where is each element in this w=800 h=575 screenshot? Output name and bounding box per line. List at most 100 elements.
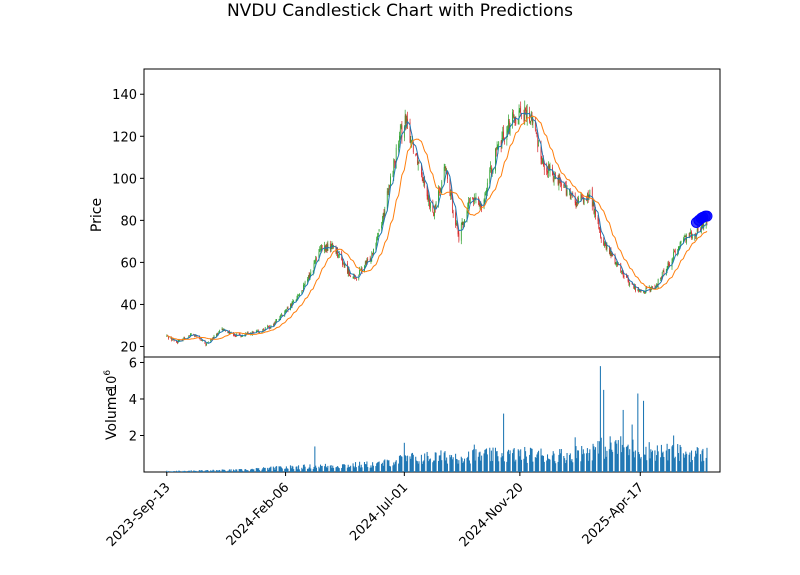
volume-bar (364, 464, 366, 472)
candle-body (440, 188, 442, 193)
candle-body (583, 199, 585, 204)
volume-bar (406, 461, 408, 472)
candle-body (233, 335, 235, 337)
volume-bar (705, 457, 707, 472)
candle-body (702, 224, 704, 228)
volume-bar (404, 455, 406, 472)
candle-body (594, 208, 596, 215)
volume-bar (421, 463, 423, 472)
candle-body (580, 196, 582, 199)
volume-bar (326, 467, 328, 472)
candle-body (190, 334, 192, 335)
candle-body (394, 161, 395, 163)
volume-bar (330, 465, 332, 472)
volume-bar (614, 441, 616, 472)
volume-bar (424, 453, 426, 472)
volume-bar (179, 471, 181, 472)
candle-body (233, 332, 234, 336)
candle-body (558, 176, 560, 186)
candle-body (336, 249, 338, 253)
candle-body (495, 149, 497, 151)
volume-bar (631, 424, 633, 472)
volume-bar (560, 453, 562, 472)
candle-body (581, 194, 583, 197)
volume-bar (386, 459, 388, 472)
volume-bar (538, 450, 540, 472)
candle-body (234, 335, 236, 337)
volume-bar (586, 448, 588, 472)
ma-long-line (166, 115, 708, 341)
candle-body (393, 159, 395, 177)
candle-body (669, 263, 670, 266)
volume-bar (609, 436, 611, 472)
volume-bar (321, 465, 323, 472)
candle-body (268, 325, 269, 327)
volume-bar (662, 451, 664, 472)
candle-body (466, 210, 468, 221)
candle-body (205, 343, 207, 346)
volume-bar (472, 450, 474, 472)
volume-bar (452, 457, 454, 472)
volume-bar (182, 470, 184, 472)
candle-body (281, 314, 282, 316)
candle-body (489, 169, 491, 185)
volume-bar (332, 465, 334, 472)
candle-body (486, 189, 487, 196)
volume-bar (376, 463, 378, 472)
candle-body (293, 301, 295, 303)
volume-bar (651, 450, 654, 472)
volume-bar (486, 454, 488, 472)
volume-bar (518, 450, 520, 472)
candle-body (498, 141, 500, 146)
volume-bar (412, 454, 414, 472)
volume-bar (603, 389, 605, 472)
volume-bar (554, 461, 556, 472)
candle-body (451, 190, 452, 196)
candle-body (438, 189, 439, 204)
volume-bar (376, 462, 379, 472)
volume-bar (270, 466, 272, 472)
candle-body (626, 275, 627, 277)
volume-bar (213, 470, 215, 472)
candle-body (508, 119, 509, 133)
x-tick-label: 2024-Jul-01 (347, 480, 411, 544)
volume-bar (244, 469, 246, 472)
volume-bar (276, 466, 278, 472)
candle-body (691, 236, 693, 238)
volume-bar (267, 469, 270, 472)
volume-bar (318, 466, 320, 472)
volume-bar (638, 454, 640, 472)
volume-bar (541, 455, 543, 472)
x-tick-label: 2025-Apr-17 (580, 480, 647, 547)
volume-bar (666, 443, 668, 472)
volume-bar (665, 450, 667, 472)
volume-bar (359, 461, 361, 472)
candle-body (307, 279, 308, 282)
volume-bar (369, 467, 371, 472)
volume-bar (395, 460, 397, 472)
candle-body (617, 264, 619, 266)
candle-body (691, 231, 692, 238)
volume-bar (278, 466, 280, 472)
candle-body (661, 277, 662, 279)
volume-bar (306, 468, 309, 472)
volume-bar (224, 470, 226, 472)
volume-bar (605, 456, 607, 472)
candle-body (388, 184, 390, 193)
volume-bar (416, 461, 418, 472)
candle-body (211, 339, 212, 341)
volume-bar (553, 453, 555, 472)
candle-body (287, 308, 289, 311)
volume-bar (367, 467, 369, 472)
candle-body (352, 276, 354, 278)
x-tick-label: 2024-Nov-20 (457, 480, 527, 550)
volume-bar (312, 468, 314, 472)
volume-bar (439, 455, 441, 472)
candle-body (170, 337, 172, 339)
candle-body (315, 258, 317, 263)
volume-bar (513, 448, 515, 472)
candle-body (326, 244, 328, 251)
candle-body (564, 184, 565, 186)
candle-body (219, 330, 221, 332)
volume-bar (519, 456, 521, 472)
